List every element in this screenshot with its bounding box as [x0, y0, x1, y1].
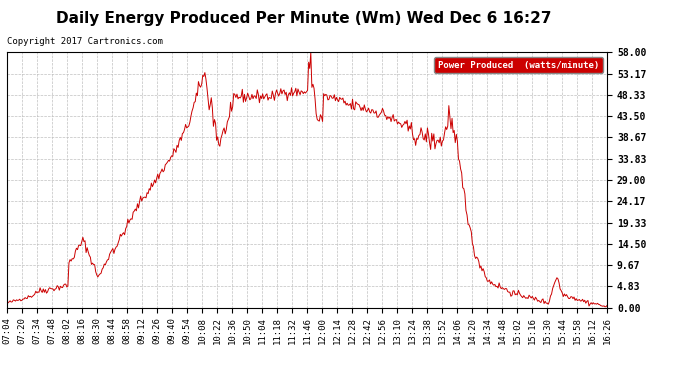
Text: Copyright 2017 Cartronics.com: Copyright 2017 Cartronics.com	[7, 38, 163, 46]
Text: Daily Energy Produced Per Minute (Wm) Wed Dec 6 16:27: Daily Energy Produced Per Minute (Wm) We…	[56, 11, 551, 26]
Legend: Power Produced  (watts/minute): Power Produced (watts/minute)	[434, 57, 602, 73]
